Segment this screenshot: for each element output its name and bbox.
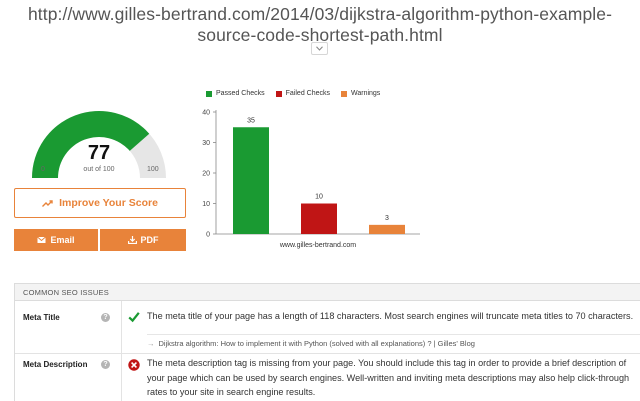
issue-row-meta-title: Meta Title ? The meta title of your page… xyxy=(15,301,640,354)
issues-header: COMMON SEO ISSUES xyxy=(15,284,640,301)
issue-title: Meta Description xyxy=(23,360,88,369)
issue-text: The meta description tag is missing from… xyxy=(147,356,640,400)
question-icon[interactable]: ? xyxy=(101,360,110,369)
gauge-max-label: 100 xyxy=(147,166,159,173)
envelope-icon xyxy=(37,236,47,243)
url-line-2: source-code-shortest-path.html xyxy=(197,25,443,45)
y-tick-label: 10 xyxy=(202,201,210,208)
legend-item-passed: Passed Checks xyxy=(206,90,265,97)
chart-legend: Passed Checks Failed Checks Warnings xyxy=(206,90,380,97)
y-tick-label: 30 xyxy=(202,140,210,147)
legend-label-failed: Failed Checks xyxy=(285,90,330,97)
check-icon xyxy=(128,312,140,323)
y-tick-label: 20 xyxy=(202,171,210,178)
bar-passed-checks xyxy=(233,127,269,234)
legend-label-passed: Passed Checks xyxy=(216,90,265,97)
improve-score-button[interactable]: Improve Your Score xyxy=(14,188,186,218)
download-icon xyxy=(127,236,137,244)
issue-text-line: rates to your site in search engine resu… xyxy=(147,387,316,397)
bar-failed-checks xyxy=(301,203,337,234)
bar-warnings xyxy=(369,224,405,234)
pdf-label: PDF xyxy=(140,235,159,245)
seo-issues-panel: COMMON SEO ISSUES Meta Title ? The meta … xyxy=(14,283,640,401)
chevron-down-icon xyxy=(316,46,323,51)
legend-item-warnings: Warnings xyxy=(341,90,380,97)
issue-row-meta-description: Meta Description ? The meta description … xyxy=(15,354,640,401)
issue-text-line: your page which can be used by search en… xyxy=(147,372,630,383)
gauge-min-label: 0 xyxy=(41,166,45,173)
trending-up-icon xyxy=(42,199,53,207)
improve-score-label: Improve Your Score xyxy=(59,197,158,209)
issue-inner-divider xyxy=(147,334,640,335)
x-axis-label: www.gilles-bertrand.com xyxy=(279,242,356,249)
y-tick-label: 40 xyxy=(202,110,210,117)
score-out-of: out of 100 xyxy=(83,166,115,173)
page-url-title: http://www.gilles-bertrand.com/2014/03/d… xyxy=(0,4,640,46)
seo-checks-chart: 0 10 20 30 40 35 10 3 www.gilles-bertrand.com xyxy=(202,110,420,249)
issue-text-line: The meta description tag is missing from… xyxy=(147,358,627,368)
bar-data-label: 10 xyxy=(315,194,323,201)
issue-sub-text: Dijkstra algorithm: How to implement it … xyxy=(158,339,475,348)
gauge-fill xyxy=(32,111,150,178)
question-icon[interactable]: ? xyxy=(101,313,110,322)
email-button[interactable]: Email xyxy=(14,229,98,251)
issue-text: The meta title of your page has a length… xyxy=(147,311,634,321)
legend-swatch-failed xyxy=(275,90,282,97)
issue-sub-item: → Dijkstra algorithm: How to implement i… xyxy=(147,339,475,348)
score-value: 77 xyxy=(87,142,111,164)
y-tick-label: 0 xyxy=(206,232,210,239)
issue-title: Meta Title xyxy=(23,313,60,322)
legend-label-warnings: Warnings xyxy=(351,90,381,97)
url-line-1: http://www.gilles-bertrand.com/2014/03/d… xyxy=(27,4,613,24)
expand-url-button[interactable] xyxy=(311,42,328,55)
error-x-icon xyxy=(128,359,140,371)
arrow-right-icon: → xyxy=(147,339,155,348)
score-gauge xyxy=(32,111,166,178)
legend-swatch-passed xyxy=(206,90,212,97)
legend-item-failed: Failed Checks xyxy=(275,90,330,97)
title-column-divider xyxy=(121,301,122,401)
bar-data-label: 3 xyxy=(385,215,389,222)
legend-swatch-warnings xyxy=(341,90,347,97)
bar-data-label: 35 xyxy=(247,117,255,124)
email-label: Email xyxy=(50,235,75,245)
pdf-button[interactable]: PDF xyxy=(100,229,186,251)
